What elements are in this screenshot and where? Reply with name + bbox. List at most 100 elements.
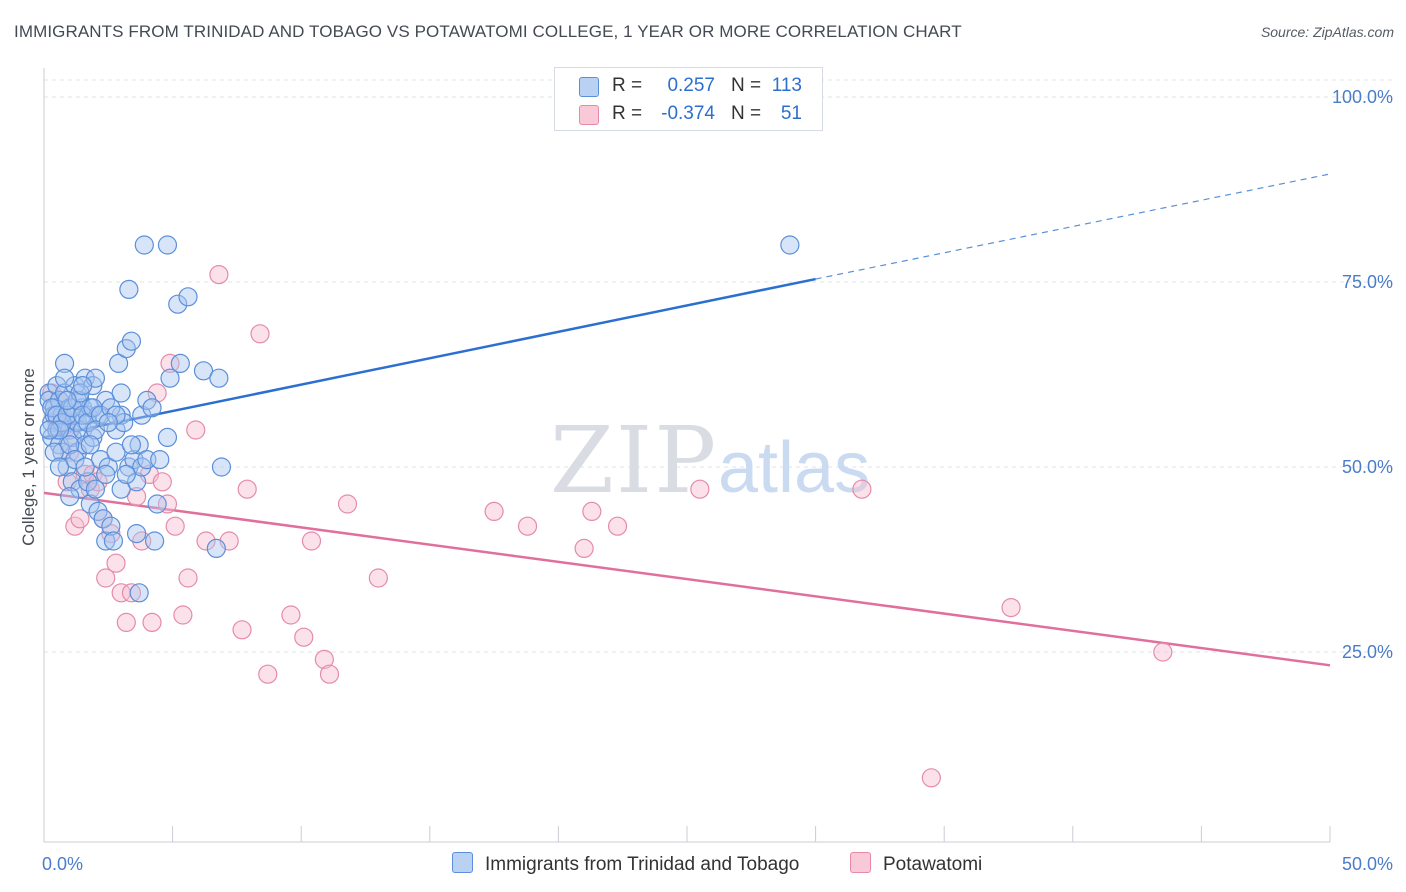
blue-point	[170, 353, 190, 373]
blue-point	[126, 472, 147, 492]
blue-point	[75, 435, 95, 455]
blue-point	[83, 427, 103, 447]
blue-point	[111, 383, 131, 403]
blue-point	[85, 479, 106, 499]
pink-point	[88, 472, 108, 492]
y-tick-label: 100.0%	[1332, 87, 1393, 107]
legend-row-potawatomi: R = -0.374 N = 51	[555, 100, 822, 128]
pink-point	[314, 649, 334, 670]
legend-row-immigrants: R = 0.257 N = 113	[555, 72, 822, 100]
pink-point	[209, 265, 229, 285]
blue-point	[49, 420, 70, 440]
blue-point	[150, 450, 170, 470]
blue-point	[65, 450, 85, 470]
blue-point	[168, 294, 188, 314]
blue-point	[57, 390, 77, 410]
blue-point	[101, 516, 121, 536]
pink-point	[147, 383, 167, 403]
pink-point	[337, 494, 358, 514]
legend-r-value: 0.257	[667, 75, 715, 96]
blue-point	[129, 583, 149, 603]
pink-point	[70, 509, 90, 529]
blue-point	[209, 368, 229, 388]
blue-point	[121, 331, 142, 351]
pink-point	[281, 605, 301, 625]
blue-point	[60, 487, 80, 507]
blue-point	[80, 494, 100, 514]
bottom-legend-potawatomi: Potawatomi	[850, 852, 982, 876]
pink-point	[517, 516, 538, 536]
legend-n-value: 51	[780, 103, 802, 124]
chart-title: IMMIGRANTS FROM TRINIDAD AND TOBAGO VS P…	[14, 22, 962, 41]
blue-point	[111, 479, 131, 499]
pink-point	[142, 612, 162, 633]
blue-point	[96, 531, 116, 551]
pink-point	[1001, 597, 1021, 618]
pink-point	[319, 664, 340, 684]
blue-point	[103, 531, 124, 551]
watermark-zip: ZIP	[550, 407, 718, 514]
source-label: Source: ZipAtlas.com	[1260, 24, 1394, 40]
x-tick-label-max: 50.0%	[1342, 854, 1393, 874]
pink-point	[574, 538, 594, 559]
legend-r-value: -0.374	[661, 103, 715, 124]
legend-r-label: R =	[612, 103, 643, 124]
pink-point	[157, 494, 178, 514]
blue-point	[57, 413, 77, 433]
bottom-legend-swatch-blue	[452, 852, 473, 873]
blue-point	[96, 464, 116, 484]
blue-point	[211, 457, 232, 477]
y-tick-label: 50.0%	[1342, 457, 1393, 477]
pink-point	[96, 568, 116, 588]
watermark-atlas: atlas	[718, 428, 870, 508]
pink-point	[80, 479, 100, 499]
blue-point	[80, 435, 100, 455]
pink-point	[258, 664, 278, 684]
blue-point	[90, 405, 111, 425]
blue-point	[119, 279, 139, 299]
pink-point	[232, 620, 252, 640]
blue-point	[60, 435, 80, 455]
pink-point	[126, 487, 147, 507]
blue-point	[44, 442, 64, 462]
blue-point	[106, 420, 126, 440]
y-tick-label: 75.0%	[1342, 272, 1393, 292]
blue-point	[39, 420, 59, 440]
blue-point	[54, 353, 75, 373]
legend-n-value: 113	[771, 75, 802, 96]
pink-point	[368, 568, 388, 588]
blue-point	[98, 457, 118, 477]
blue-point	[67, 390, 88, 410]
trend-lines	[43, 173, 1331, 667]
blue-point	[132, 405, 152, 425]
blue-point	[206, 538, 226, 559]
blue-point	[129, 435, 149, 455]
blue-point	[160, 368, 180, 388]
pink-point	[607, 516, 628, 536]
blue-point	[157, 235, 178, 255]
stats-legend: R = 0.257 N = 113 R = -0.374 N = 51	[554, 67, 823, 131]
blue-point	[106, 405, 126, 425]
pink-point	[301, 531, 322, 551]
blue-point	[75, 457, 95, 477]
pink-point	[196, 531, 216, 551]
pink-point	[237, 479, 257, 499]
legend-swatch-blue	[579, 77, 599, 97]
bottom-legend-immigrants: Immigrants from Trinidad and Tobago	[452, 852, 799, 876]
blue-point	[108, 353, 129, 373]
trend-line-blue	[43, 277, 816, 439]
tick-labels: 25.0% 50.0% 75.0% 100.0% 0.0% 50.0%	[42, 87, 1393, 874]
pink-point	[121, 583, 142, 603]
blue-point	[780, 235, 800, 255]
pink-point	[250, 324, 270, 344]
pink-point	[690, 479, 710, 499]
blue-point	[54, 368, 75, 388]
pink-point	[165, 516, 185, 536]
blue-point	[144, 531, 165, 551]
pink-point	[484, 501, 504, 521]
blue-point	[142, 398, 162, 418]
legend-n-label: N =	[731, 103, 762, 124]
blue-point	[147, 494, 167, 514]
watermark: ZIP atlas	[550, 407, 870, 514]
